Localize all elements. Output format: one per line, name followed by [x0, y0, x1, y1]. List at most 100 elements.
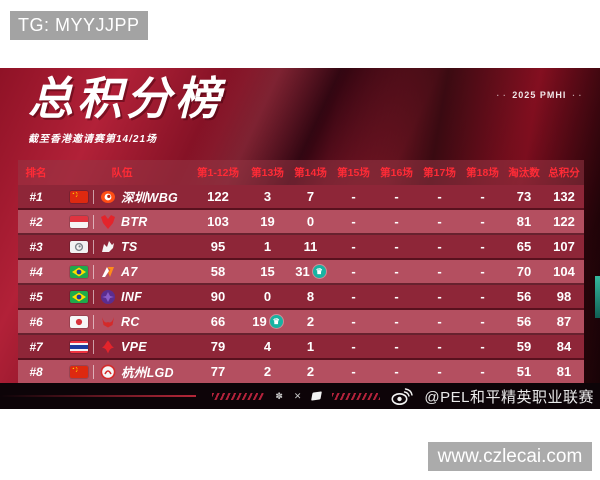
score-cell: 2 — [289, 364, 332, 379]
kills-cell: 73 — [516, 189, 532, 204]
score-cell: 90 — [190, 289, 246, 304]
divider — [93, 339, 94, 354]
team-name: INF — [121, 289, 143, 304]
score-value: 77 — [210, 364, 226, 379]
score-value: - — [351, 289, 356, 304]
score-value: - — [480, 189, 485, 204]
footer-strip: ✽ ✕ @PEL和平精英职业联赛 — [0, 383, 600, 409]
score-cell: - — [418, 314, 461, 329]
event-tag-left-dots: ∙ ∙ — [496, 90, 507, 100]
score-value: 2 — [306, 364, 315, 379]
score-cell: - — [332, 264, 375, 279]
kills-cell: 56 — [516, 289, 532, 304]
team-name: A7 — [121, 264, 138, 279]
weibo-icon — [391, 387, 414, 405]
score-value: - — [437, 214, 442, 229]
score-value: 7 — [306, 189, 315, 204]
score-cell: 4 — [246, 339, 289, 354]
score-value: - — [437, 314, 442, 329]
tg-watermark-text: TG: MYYJJPP — [18, 15, 140, 35]
score-value: - — [437, 189, 442, 204]
score-cell: 19 — [246, 214, 289, 229]
chicken-dinner-badge-icon: ♛ — [312, 265, 326, 278]
score-cell: 0 — [289, 214, 332, 229]
score-value: 66 — [210, 314, 226, 329]
a7-logo-icon — [99, 263, 116, 280]
score-value: 95 — [210, 239, 226, 254]
x-icon: ✕ — [293, 390, 302, 401]
score-cell: - — [332, 189, 375, 204]
column-header-9: 淘汰数 — [508, 167, 540, 179]
score-cell: - — [332, 339, 375, 354]
score-value: - — [437, 264, 442, 279]
kills-cell: 59 — [516, 339, 532, 354]
team-name: VPE — [121, 339, 147, 354]
event-tag-text: 2025 PMHI — [512, 90, 567, 100]
total-points-cell: 104 — [553, 264, 575, 279]
vpe-logo-icon — [99, 338, 116, 355]
score-value: - — [394, 264, 399, 279]
page-title: 总积分榜 — [28, 73, 225, 124]
score-cell: 66 — [190, 314, 246, 329]
score-value: 31 — [295, 264, 310, 279]
rank-cell: #6 — [29, 314, 43, 329]
team-name: TS — [121, 239, 138, 254]
rank-cell: #8 — [29, 364, 43, 379]
event-tag: ∙ ∙ 2025 PMHI ∙ ∙ — [497, 90, 582, 100]
score-value: - — [437, 364, 442, 379]
score-cell: 11 — [289, 239, 332, 254]
score-value: - — [480, 364, 485, 379]
score-cell: - — [375, 364, 418, 379]
br-flag-icon — [70, 265, 88, 278]
score-value: 2 — [306, 314, 315, 329]
kills-cell: 56 — [516, 314, 532, 329]
score-cell: - — [375, 239, 418, 254]
score-cell: - — [375, 289, 418, 304]
score-value: 19 — [260, 214, 275, 229]
score-value: 2 — [263, 364, 272, 379]
score-cell: - — [461, 339, 504, 354]
score-cell: 1 — [289, 339, 332, 354]
rank-cell: #7 — [29, 339, 43, 354]
score-value: - — [437, 239, 442, 254]
team-cell: BTR — [54, 213, 190, 230]
score-value: - — [394, 314, 399, 329]
br-flag-icon — [70, 290, 88, 303]
cn-flag-icon — [70, 190, 88, 203]
score-cell: - — [418, 289, 461, 304]
score-value: - — [394, 364, 399, 379]
team-name: 深圳WBG — [121, 191, 179, 205]
score-value: - — [437, 289, 442, 304]
kills-cell: 51 — [516, 364, 532, 379]
site-watermark: www.czlecai.com — [428, 442, 592, 471]
rank-cell: #3 — [29, 239, 43, 254]
score-value: - — [480, 239, 485, 254]
cn-flag-icon — [70, 365, 88, 378]
ts-flag-icon — [70, 240, 88, 253]
zigzag-decoration-right — [332, 392, 381, 400]
score-cell: - — [461, 214, 504, 229]
score-value: 122 — [207, 189, 229, 204]
column-header-8: 第18场 — [466, 167, 499, 179]
red-line-decoration — [0, 395, 196, 397]
score-cell: - — [418, 364, 461, 379]
page-subtitle: 截至香港邀请赛第14/21场 — [28, 134, 158, 145]
rank-cell: #2 — [29, 214, 43, 229]
score-cell: 79 — [190, 339, 246, 354]
team-name: 杭州LGD — [121, 366, 174, 380]
team-cell: INF — [54, 288, 190, 305]
total-points-cell: 84 — [556, 339, 572, 354]
score-cell: - — [461, 239, 504, 254]
score-value: - — [351, 189, 356, 204]
table-row-INF: #5 INF 90 0 8 - - - - 56 98 — [18, 285, 584, 310]
score-value: - — [394, 289, 399, 304]
teal-accent-decoration — [595, 276, 600, 318]
lgd-logo-icon — [99, 363, 116, 380]
score-value: 0 — [263, 289, 272, 304]
table-row-深圳WBG: #1 深圳WBG 122 3 7 - - - - 73 132 — [18, 185, 584, 210]
column-header-6: 第16场 — [380, 167, 413, 179]
score-value: - — [394, 214, 399, 229]
column-header-7: 第17场 — [423, 167, 456, 179]
kills-cell: 65 — [516, 239, 532, 254]
